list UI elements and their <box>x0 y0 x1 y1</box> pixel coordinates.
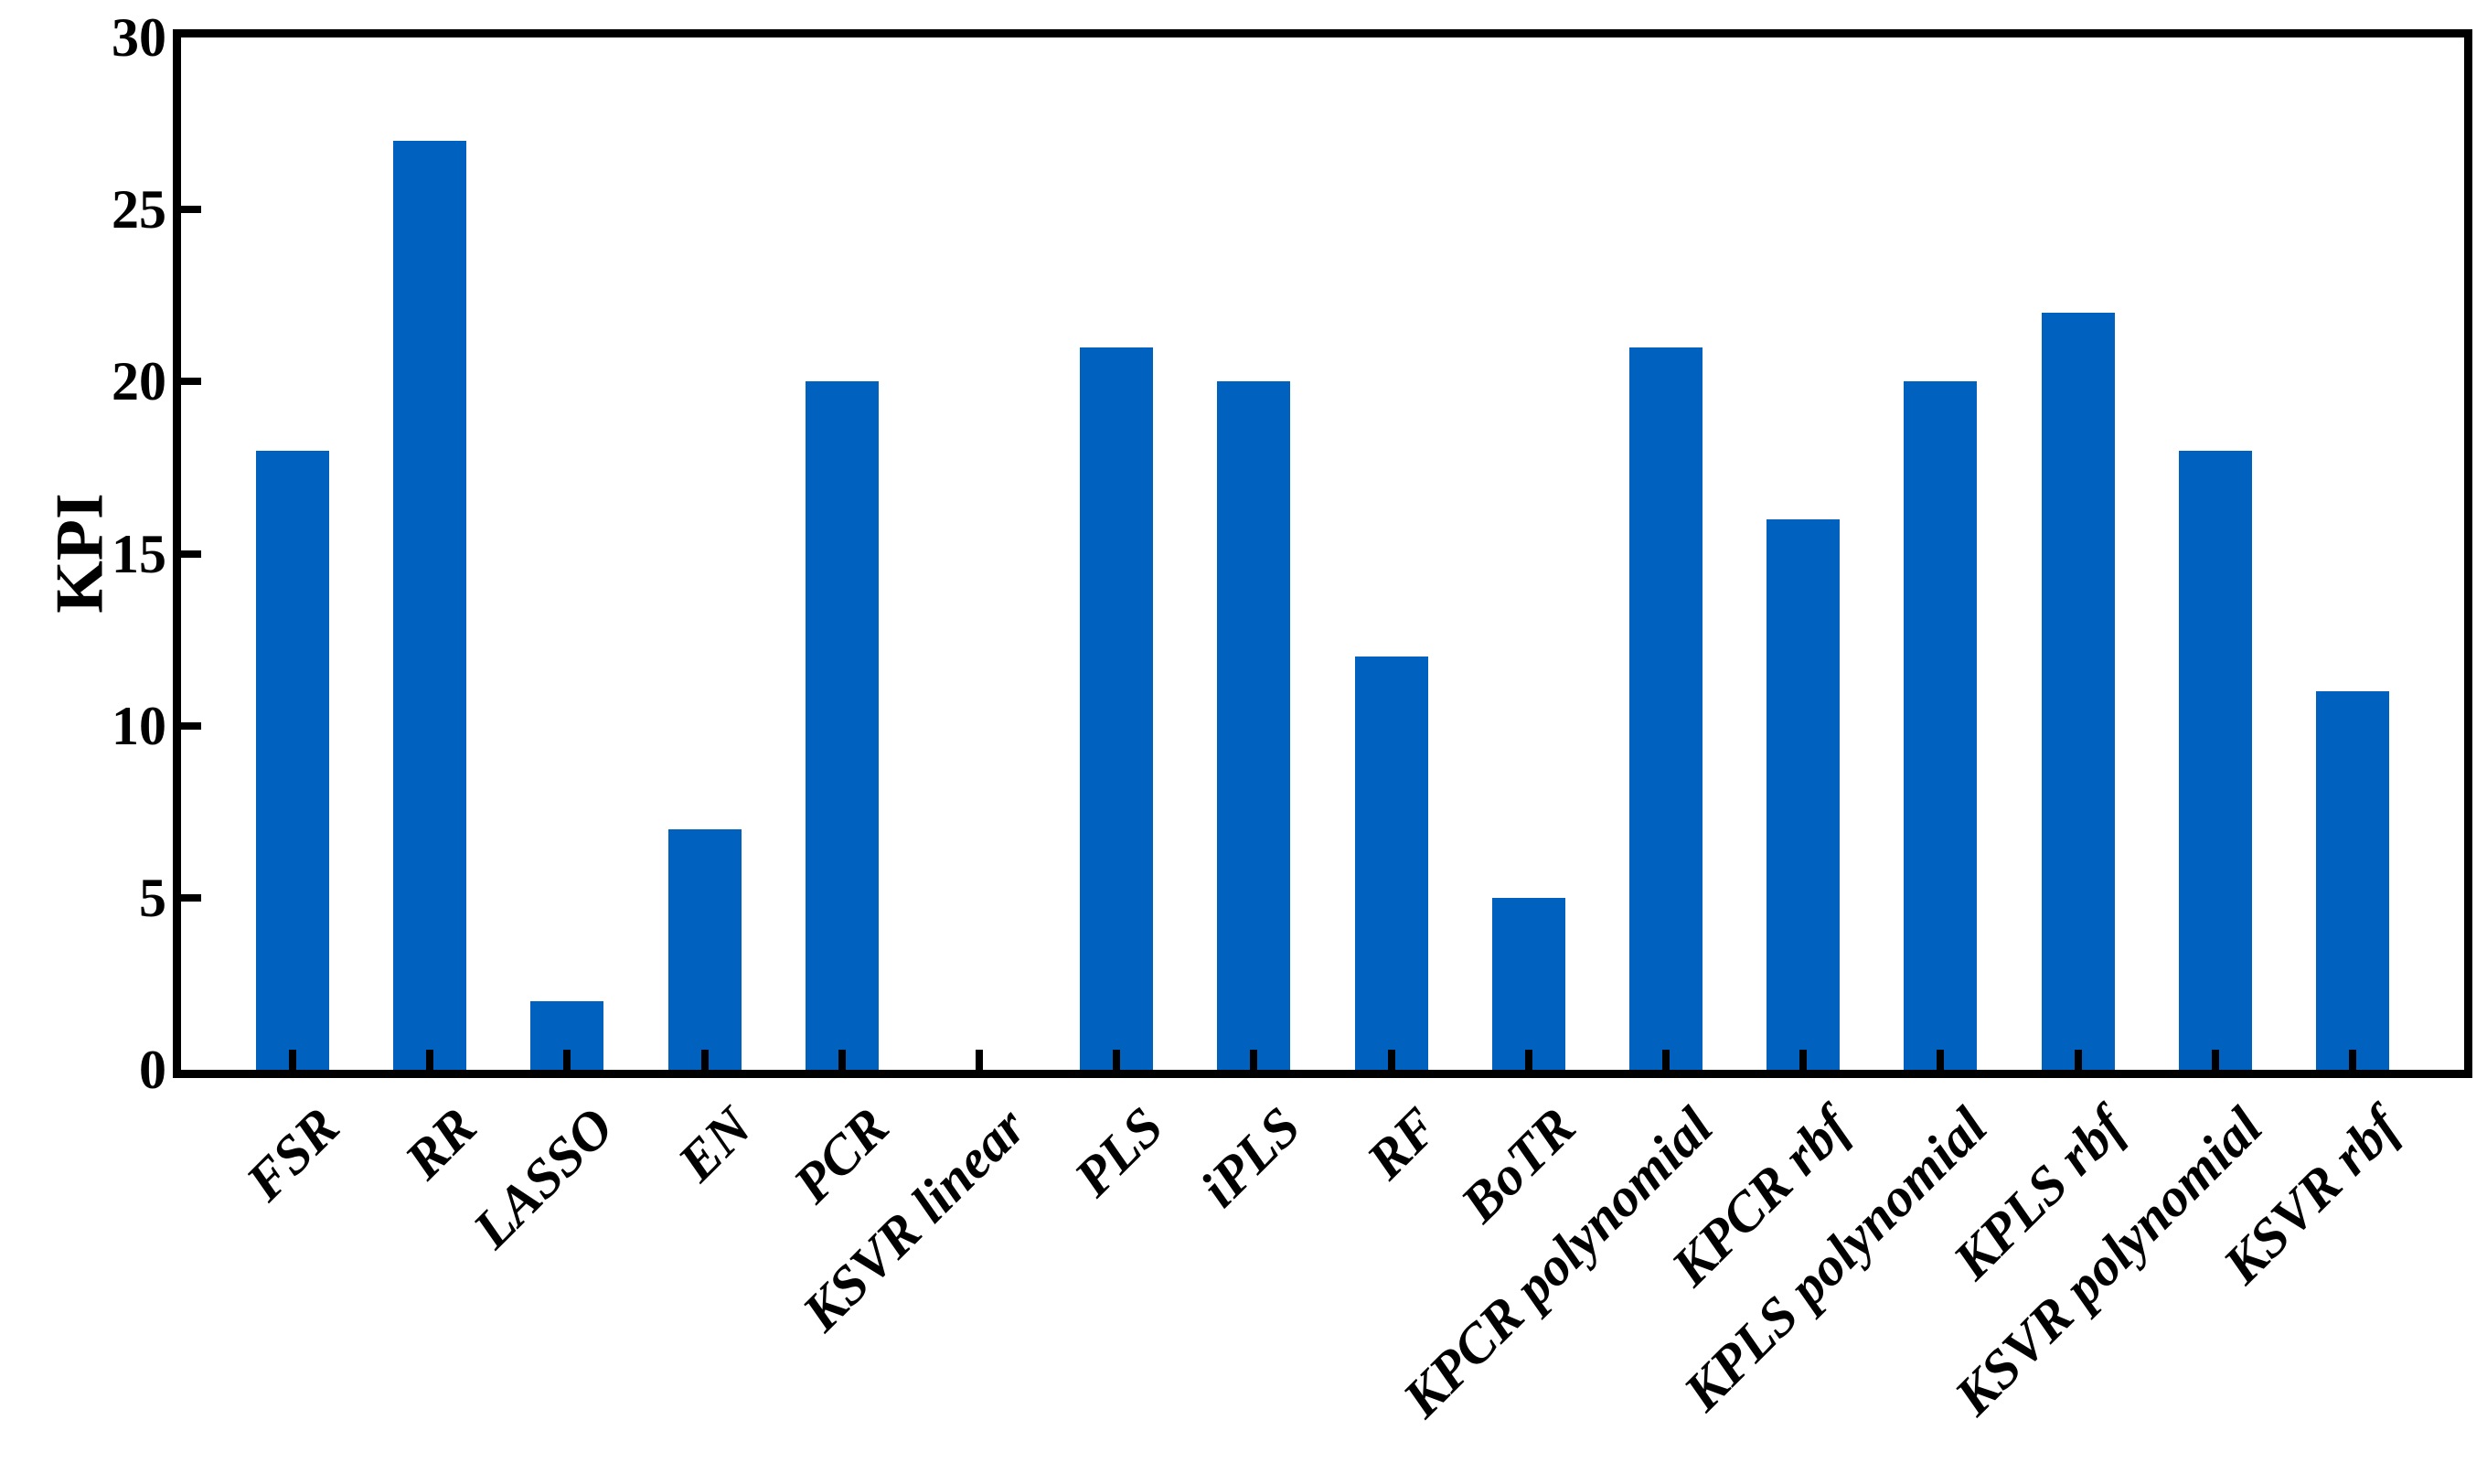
y-tick <box>181 893 201 902</box>
y-tick-label: 0 <box>139 1040 166 1100</box>
bar-rf <box>1354 657 1428 1070</box>
bar-kpls-rbf <box>2041 313 2115 1070</box>
bar-kpls-polynomial <box>1904 381 1978 1070</box>
x-tick <box>563 1050 571 1070</box>
x-tick-label: PLS <box>1062 1095 1175 1208</box>
x-tick <box>1799 1050 1808 1070</box>
x-tick <box>1113 1050 1121 1070</box>
x-tick <box>426 1050 434 1070</box>
y-tick-label: 10 <box>112 695 166 756</box>
x-tick-label: RF <box>1354 1095 1449 1190</box>
bar-botr <box>1491 897 1565 1070</box>
x-tick <box>1387 1050 1395 1070</box>
bar-rr <box>393 140 467 1070</box>
bar-pls <box>1080 347 1154 1070</box>
x-tick <box>1662 1050 1670 1070</box>
x-tick-label: iPLS <box>1189 1095 1312 1219</box>
plot-area <box>173 29 2472 1078</box>
x-tick-label: RR <box>393 1095 488 1190</box>
y-tick <box>181 206 201 214</box>
x-tick <box>976 1050 983 1070</box>
x-tick <box>838 1050 846 1070</box>
x-tick <box>700 1050 709 1070</box>
bar-kpcr-polynomial <box>1629 347 1702 1070</box>
x-tick-label: PCR <box>781 1095 901 1214</box>
y-tick-label: 15 <box>112 523 166 584</box>
y-tick-label: 25 <box>112 179 166 240</box>
bar-fsr <box>256 450 329 1070</box>
bar-en <box>667 828 742 1070</box>
bar-ipls <box>1217 381 1291 1070</box>
y-tick <box>181 721 201 730</box>
x-tick-label: FSR <box>234 1095 351 1212</box>
x-tick-label: EN <box>666 1095 763 1193</box>
x-tick <box>1250 1050 1258 1070</box>
y-tick-label: 20 <box>112 351 166 412</box>
bar-ksvr-rbf <box>2316 691 2389 1070</box>
x-tick <box>2074 1050 2082 1070</box>
x-tick <box>1937 1050 1945 1070</box>
x-tick <box>2211 1050 2219 1070</box>
bar-kpcr-rbf <box>1767 518 1841 1070</box>
bar-ksvr-polynomial <box>2178 450 2252 1070</box>
x-tick <box>289 1050 296 1070</box>
y-tick <box>181 378 201 386</box>
y-tick <box>181 550 201 558</box>
x-tick <box>1524 1050 1532 1070</box>
x-tick <box>2349 1050 2356 1070</box>
y-tick-label: 5 <box>139 867 166 928</box>
x-tick-label: LASSO <box>462 1095 625 1260</box>
y-tick-label: 30 <box>112 7 166 68</box>
bar-pcr <box>805 381 879 1070</box>
